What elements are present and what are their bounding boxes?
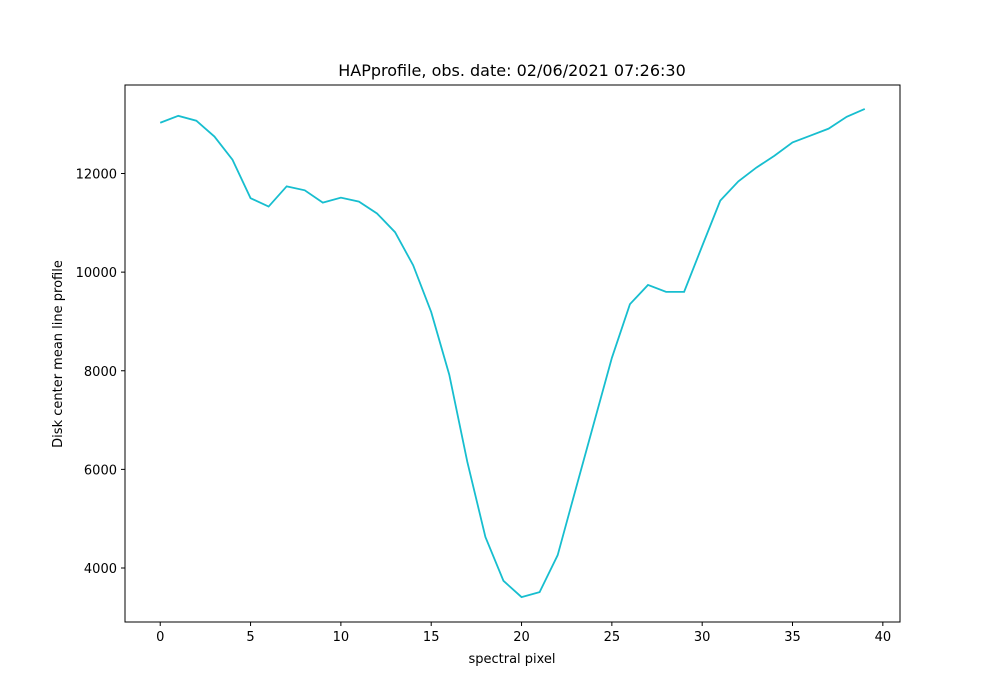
y-tick-label: 12000 <box>76 168 117 183</box>
x-tick-label: 0 <box>156 630 164 645</box>
x-tick-label: 20 <box>513 630 530 645</box>
y-tick-label: 6000 <box>84 463 117 478</box>
plot-frame <box>124 84 901 623</box>
x-tick-label: 40 <box>875 630 892 645</box>
x-tick-label: 15 <box>423 630 440 645</box>
x-tick-label: 35 <box>784 630 801 645</box>
series-line <box>159 108 866 599</box>
x-tick-label: 25 <box>604 630 621 645</box>
x-axis-label: spectral pixel <box>468 652 555 667</box>
y-tick-label: 10000 <box>76 266 117 281</box>
x-tick-label: 10 <box>333 630 350 645</box>
y-tick-label: 4000 <box>84 562 117 577</box>
x-tick-label: 30 <box>694 630 711 645</box>
y-axis-label: Disk center mean line profile <box>51 260 66 448</box>
y-tick-label: 8000 <box>84 365 117 380</box>
x-tick-label: 5 <box>246 630 254 645</box>
chart-title: HAPprofile, obs. date: 02/06/2021 07:26:… <box>338 61 686 80</box>
